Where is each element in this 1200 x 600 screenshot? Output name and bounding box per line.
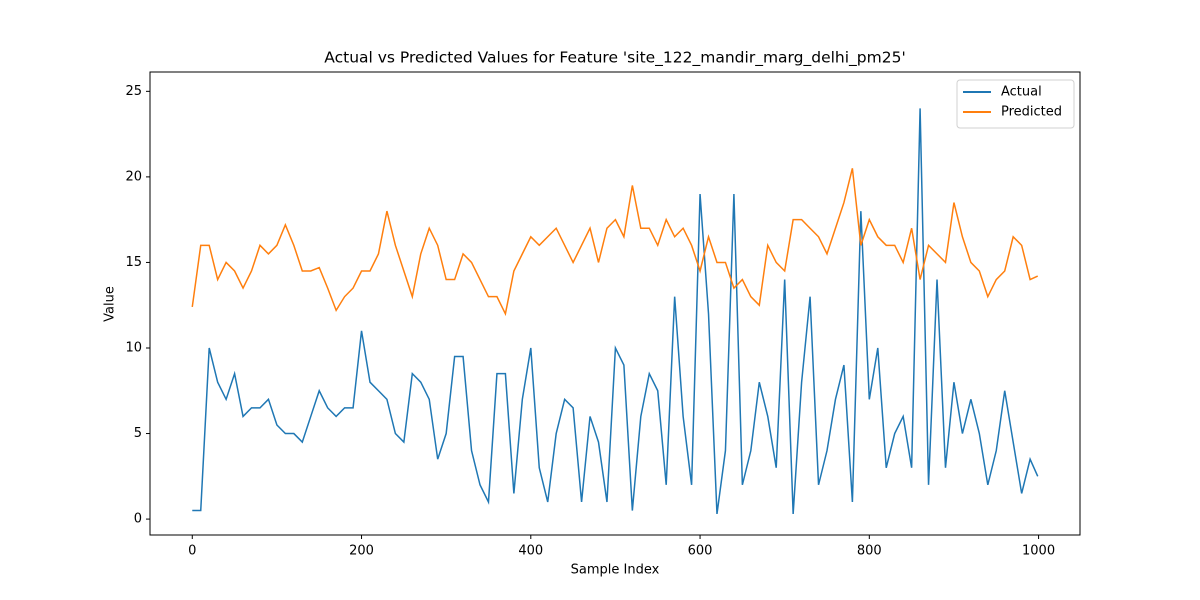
y-axis-label: Value [103, 286, 118, 322]
y-tick-label: 10 [125, 340, 142, 355]
chart-title: Actual vs Predicted Values for Feature '… [324, 49, 905, 68]
legend-label: Predicted [1001, 105, 1062, 120]
x-axis-label: Sample Index [571, 563, 660, 578]
legend-label: Actual [1001, 85, 1042, 100]
x-tick-label: 600 [688, 544, 713, 559]
plot-frame [149, 71, 1081, 536]
y-tick-label: 5 [134, 426, 142, 441]
y-tick-label: 15 [125, 255, 142, 270]
series-line [192, 108, 1039, 515]
series-line [191, 168, 1039, 317]
x-tick-label: 1000 [1022, 544, 1055, 559]
legend: Actual Predicted [956, 79, 1075, 129]
x-tick-label: 400 [518, 544, 543, 559]
y-tick-label: 0 [134, 512, 142, 527]
y-tick-label: 20 [125, 169, 142, 184]
x-tick-label: 800 [857, 544, 882, 559]
x-tick-label: 200 [349, 544, 374, 559]
y-tick-label: 25 [125, 84, 142, 99]
x-tick-label: 0 [188, 544, 196, 559]
